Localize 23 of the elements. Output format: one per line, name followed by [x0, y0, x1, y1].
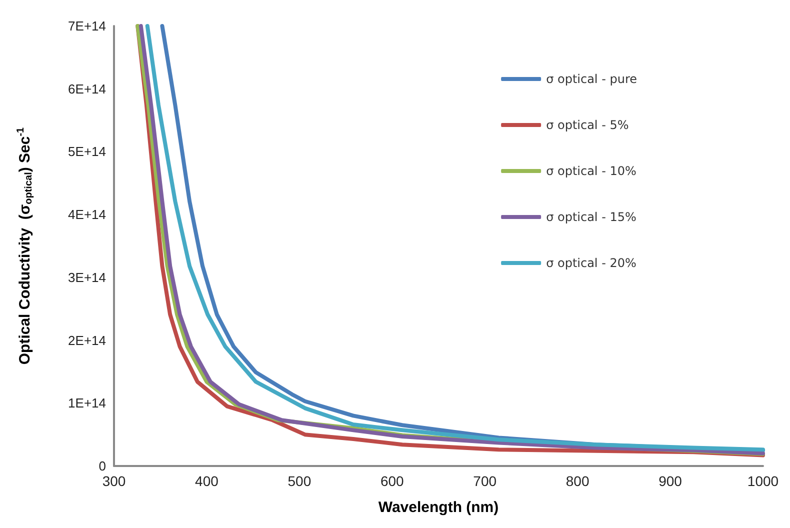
x-tick-label: 500 — [288, 473, 312, 489]
y-tick-label: 4E+14 — [68, 207, 106, 222]
x-tick-label: 400 — [195, 473, 219, 489]
y-tick-label: 6E+14 — [68, 81, 106, 96]
y-tick-label: 5E+14 — [68, 144, 106, 160]
legend-label: σ optical - 15% — [546, 210, 636, 224]
x-tick-label: 800 — [566, 473, 590, 489]
x-tick-label: 700 — [473, 473, 497, 489]
legend-label: σ optical - 10% — [546, 164, 636, 178]
legend-label: σ optical - 5% — [546, 118, 629, 132]
x-tick-label: 300 — [102, 473, 126, 489]
legend-label: σ optical - 20% — [546, 256, 636, 270]
y-tick-label: 1E+14 — [68, 396, 106, 411]
x-tick-label: 900 — [658, 473, 682, 489]
x-axis-title: Wavelength (nm) — [378, 499, 499, 516]
x-tick-label: 1000 — [747, 473, 779, 489]
y-tick-label: 2E+14 — [68, 332, 106, 348]
legend-label: σ optical - pure — [546, 72, 637, 86]
y-tick-label: 0 — [98, 458, 106, 474]
y-axis-title: Optical Coductivity (σoptical) Sec-1 — [16, 126, 34, 365]
y-tick-label: 3E+14 — [68, 270, 106, 285]
y-tick-label: 7E+14 — [68, 18, 106, 34]
x-tick-label: 600 — [380, 473, 404, 489]
